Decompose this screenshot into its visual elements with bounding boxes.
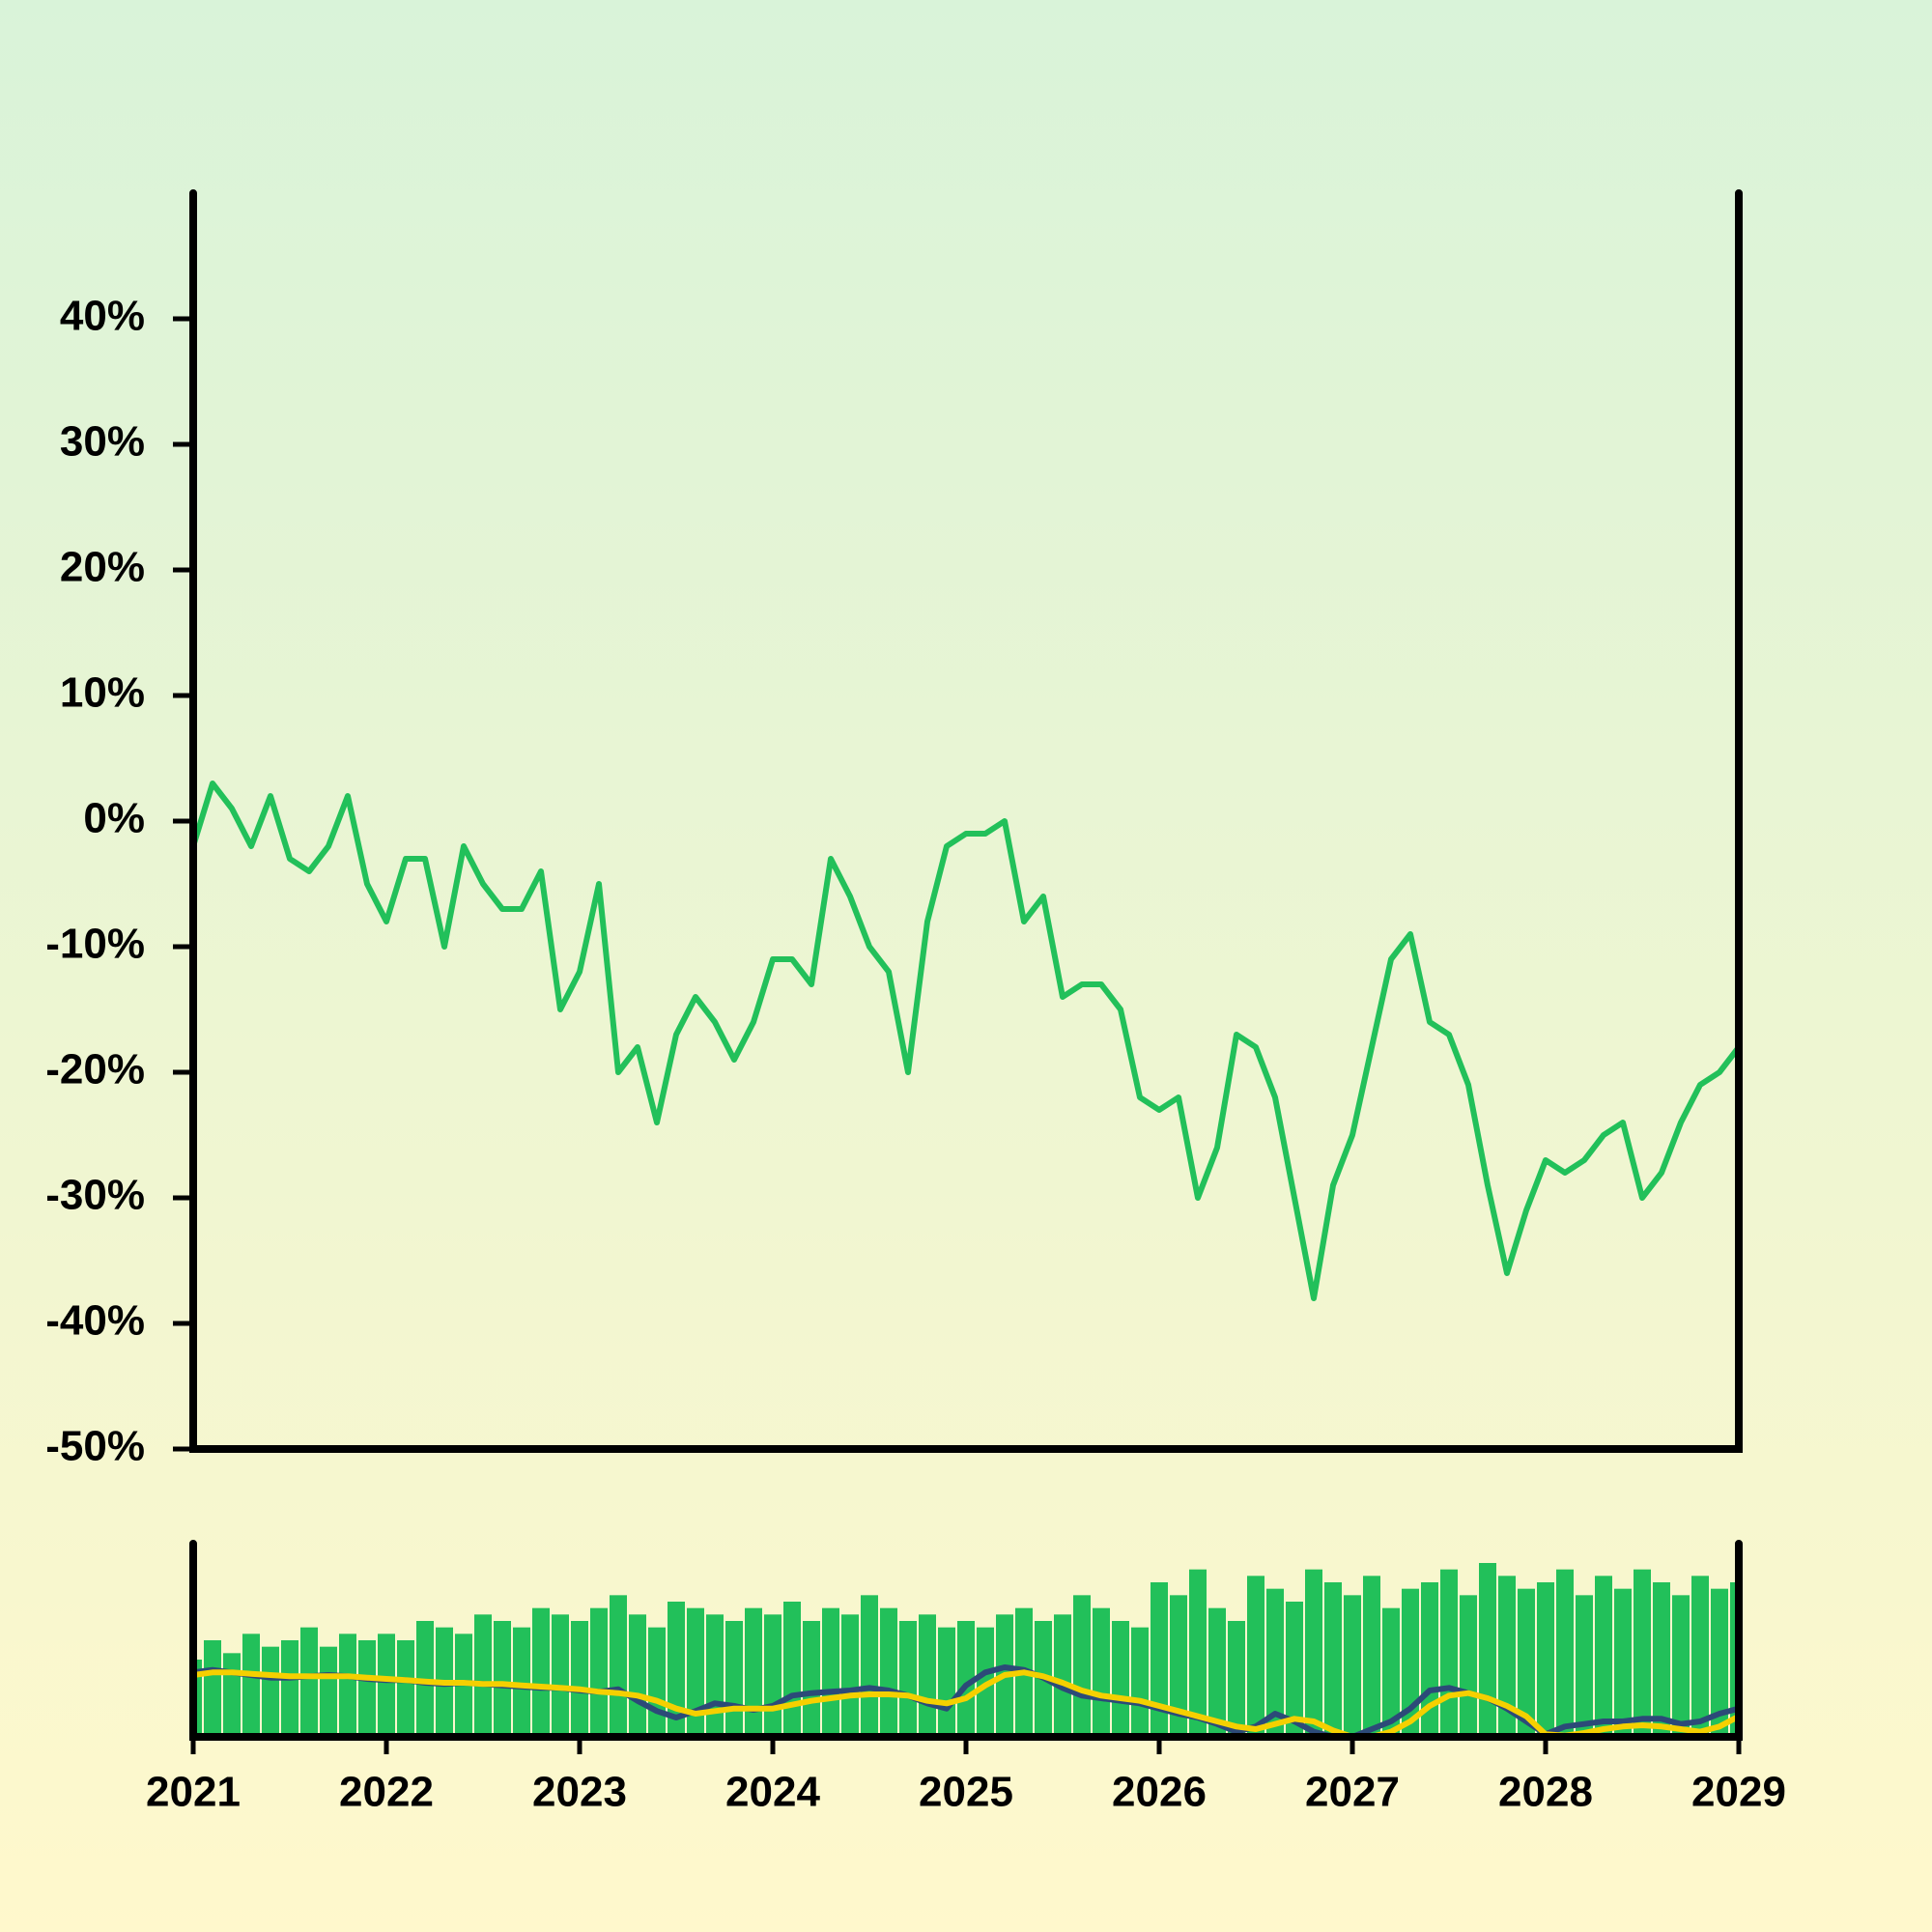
volume-bar [1151,1582,1168,1737]
volume-bar [1093,1607,1110,1737]
volume-bar [552,1614,569,1737]
x-tick-label: 2021 [146,1769,241,1816]
volume-bar [513,1627,530,1737]
price-line [190,781,1742,1301]
volume-bar [242,1634,260,1737]
volume-panel [193,1563,1739,1737]
volume-bar [358,1640,376,1737]
volume-bar [1730,1582,1739,1737]
volume-bar [1460,1595,1477,1737]
volume-bar [1247,1576,1264,1737]
volume-bar [822,1607,839,1737]
volume-bar [861,1595,878,1737]
y-tick-label: -10% [45,921,145,968]
volume-bar [1498,1576,1516,1737]
volume-bar [1363,1576,1380,1737]
volume-bar [1208,1607,1226,1737]
volume-bar [1305,1569,1322,1737]
volume-bar [610,1595,627,1737]
y-tick-label: 0% [83,795,145,842]
volume-bar [339,1634,356,1737]
volume-bar [1556,1569,1574,1737]
volume-bar [262,1646,279,1737]
volume-bar [841,1614,859,1737]
volume-bar [919,1614,936,1737]
volume-bar [687,1607,704,1737]
volume-bar [1576,1595,1593,1737]
y-tick-label: -30% [45,1172,145,1219]
volume-bar [320,1646,337,1737]
y-tick-label: -40% [45,1297,145,1345]
volume-bar [1672,1595,1690,1737]
volume-bar [1614,1588,1632,1737]
volume-bar [745,1607,762,1737]
volume-bar [193,1660,202,1737]
volume-bar [706,1614,724,1737]
price-panel [190,781,1742,1301]
volume-bar [938,1627,955,1737]
volume-bar [1073,1595,1091,1737]
volume-bar [629,1614,646,1737]
x-tick-label: 2022 [339,1769,434,1816]
x-tick-label: 2029 [1691,1769,1786,1816]
volume-bar [223,1653,241,1737]
volume-bar [1537,1582,1554,1737]
y-tick-label: 30% [60,418,145,466]
volume-bar [880,1607,897,1737]
volume-bar [1054,1614,1071,1737]
volume-bar [1382,1607,1400,1737]
volume-bar [1170,1595,1187,1737]
x-tick-label: 2023 [532,1769,627,1816]
volume-bar [378,1634,395,1737]
volume-bar [1131,1627,1149,1737]
volume-bar [1228,1621,1245,1737]
volume-bar [668,1602,685,1737]
volume-bar [648,1627,666,1737]
x-tick-label: 2028 [1498,1769,1593,1816]
x-tick-label: 2025 [919,1769,1013,1816]
volume-bar [204,1640,221,1737]
y-tick-label: -50% [45,1423,145,1470]
volume-bar [1344,1595,1361,1737]
volume-bar [397,1640,414,1737]
y-tick-label: 20% [60,544,145,591]
volume-bar [571,1621,588,1737]
volume-bar [1266,1588,1284,1737]
volume-bar [1440,1569,1458,1737]
average-line [193,1669,1739,1737]
volume-bar [1286,1602,1303,1737]
volume-bar [474,1614,492,1737]
volume-bar [1189,1569,1207,1737]
volume-bar [1653,1582,1670,1737]
volume-bar [957,1621,975,1737]
volume-bar [1402,1588,1419,1737]
y-tick-label: 10% [60,669,145,717]
axes: 40% 30% 20% 10% 0% -10% -20% -30% -40% -50% 2021 20… [45,189,1786,1816]
volume-bar [1691,1576,1709,1737]
volume-bar [725,1621,743,1737]
volume-bar [1112,1621,1129,1737]
x-tick-label: 2027 [1305,1769,1400,1816]
volume-bar [1324,1582,1342,1737]
volume-bar [532,1607,550,1737]
y-tick-label: 40% [60,293,145,340]
volume-bar [899,1621,917,1737]
volume-bar [590,1607,608,1737]
volume-bar [803,1621,820,1737]
x-tick-label: 2024 [725,1769,820,1816]
volume-bar [764,1614,781,1737]
x-tick-label: 2026 [1112,1769,1207,1816]
volume-bar [783,1602,801,1737]
volume-bar [494,1621,511,1737]
volume-bar [1595,1576,1612,1737]
volume-bar [281,1640,298,1737]
volume-bar [1479,1563,1496,1737]
y-tick-label: -20% [45,1046,145,1094]
volume-bar [300,1627,318,1737]
volume-bar [1634,1569,1651,1737]
volume-bar [1711,1588,1728,1737]
volume-bar [1518,1588,1535,1737]
